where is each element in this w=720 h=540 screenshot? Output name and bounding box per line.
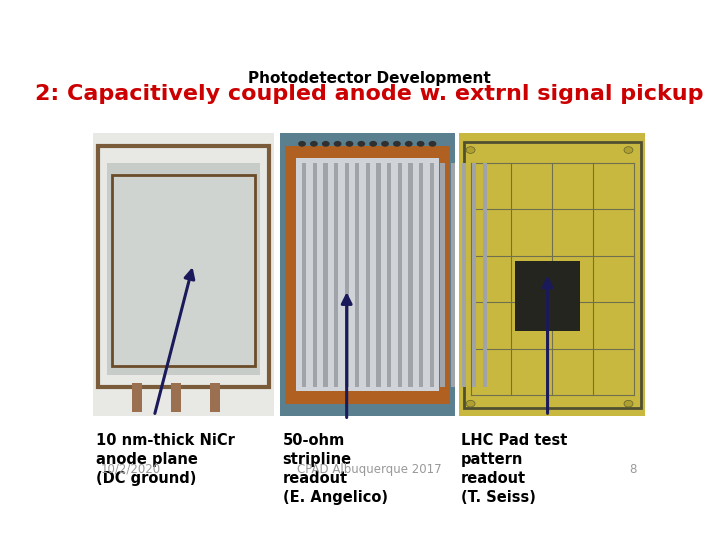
Bar <box>419 163 423 387</box>
Bar <box>302 163 306 387</box>
Bar <box>459 133 645 416</box>
Bar <box>440 163 444 387</box>
Circle shape <box>333 141 341 147</box>
Bar <box>430 163 434 387</box>
Bar <box>99 146 269 387</box>
Bar <box>285 146 450 404</box>
Text: Photodetector Development: Photodetector Development <box>248 71 490 86</box>
Circle shape <box>357 141 365 147</box>
Bar <box>464 141 641 408</box>
Bar <box>472 163 477 387</box>
Text: 50-ohm
stripline
readout
(E. Angelico): 50-ohm stripline readout (E. Angelico) <box>282 433 387 505</box>
Circle shape <box>466 147 475 153</box>
Bar <box>397 163 402 387</box>
Text: 10/2/2020: 10/2/2020 <box>101 463 161 476</box>
Bar <box>387 163 392 387</box>
Circle shape <box>417 141 425 147</box>
Circle shape <box>322 141 330 147</box>
Circle shape <box>369 141 377 147</box>
Text: LHC Pad test
pattern
readout
(T. Seiss): LHC Pad test pattern readout (T. Seiss) <box>461 433 567 505</box>
Bar <box>107 163 260 375</box>
Text: CPAD Albuquerque 2017: CPAD Albuquerque 2017 <box>297 463 441 476</box>
Bar <box>462 163 466 387</box>
Bar <box>366 163 370 387</box>
Circle shape <box>428 141 436 147</box>
Bar <box>297 158 438 391</box>
Text: 8: 8 <box>629 463 637 476</box>
Bar <box>408 163 413 387</box>
Bar <box>355 163 359 387</box>
Bar <box>171 383 181 412</box>
Bar <box>280 133 456 416</box>
Circle shape <box>624 147 633 153</box>
Bar <box>312 163 317 387</box>
Text: 2: Capacitively coupled anode w. extrnl signal pickup: 2: Capacitively coupled anode w. extrnl … <box>35 84 703 104</box>
Bar <box>323 163 328 387</box>
Bar <box>483 163 487 387</box>
Bar <box>451 163 455 387</box>
Bar <box>93 133 274 416</box>
Circle shape <box>298 141 306 147</box>
Circle shape <box>466 400 475 407</box>
Bar <box>334 163 338 387</box>
Circle shape <box>381 141 389 147</box>
Circle shape <box>310 141 318 147</box>
Bar <box>132 383 142 412</box>
Circle shape <box>346 141 354 147</box>
Bar <box>112 175 255 366</box>
Bar <box>210 383 220 412</box>
Bar <box>345 163 348 387</box>
Circle shape <box>393 141 401 147</box>
Circle shape <box>624 400 633 407</box>
Text: 10 nm-thick NiCr
anode plane
(DC ground): 10 nm-thick NiCr anode plane (DC ground) <box>96 433 235 486</box>
Bar <box>377 163 381 387</box>
Bar <box>515 261 580 332</box>
Circle shape <box>405 141 413 147</box>
